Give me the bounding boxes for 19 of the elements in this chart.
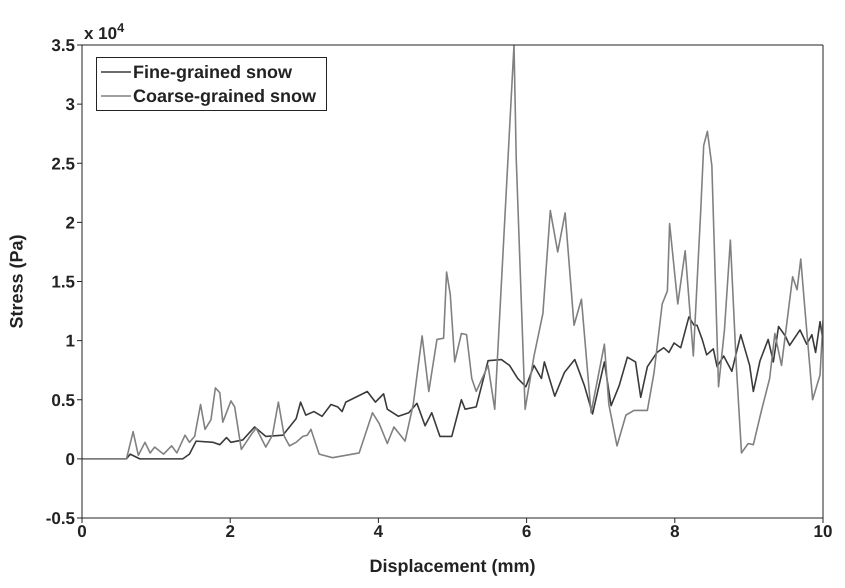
text: x 10$^{4}$: [84, 20, 126, 43]
y-tick-label: 0.5: [51, 390, 75, 410]
x-tick-label: 10: [814, 522, 832, 542]
x-tick-label: 8: [670, 522, 680, 542]
legend-label: Fine-grained snow: [133, 61, 292, 84]
legend-label: Coarse-grained snow: [133, 85, 316, 108]
y-tick-label: 0: [66, 450, 75, 469]
y-tick-label: 2.5: [51, 154, 75, 174]
y-tick-label: 3.5: [51, 36, 75, 56]
y-tick-label: 3: [66, 95, 75, 114]
y-axis-title: Stress (Pa): [6, 234, 26, 329]
y-tick-label: 1: [66, 332, 75, 351]
x-tick-label: 2: [225, 522, 235, 542]
y-tick-label: -0.5: [46, 509, 75, 528]
x-axis-title: Displacement (mm): [369, 556, 536, 576]
y-tick-label: 2: [66, 213, 75, 232]
y-tick-label: 1.5: [51, 272, 75, 292]
x-tick-label: 4: [374, 522, 384, 542]
x-tick-label: 6: [522, 522, 532, 542]
